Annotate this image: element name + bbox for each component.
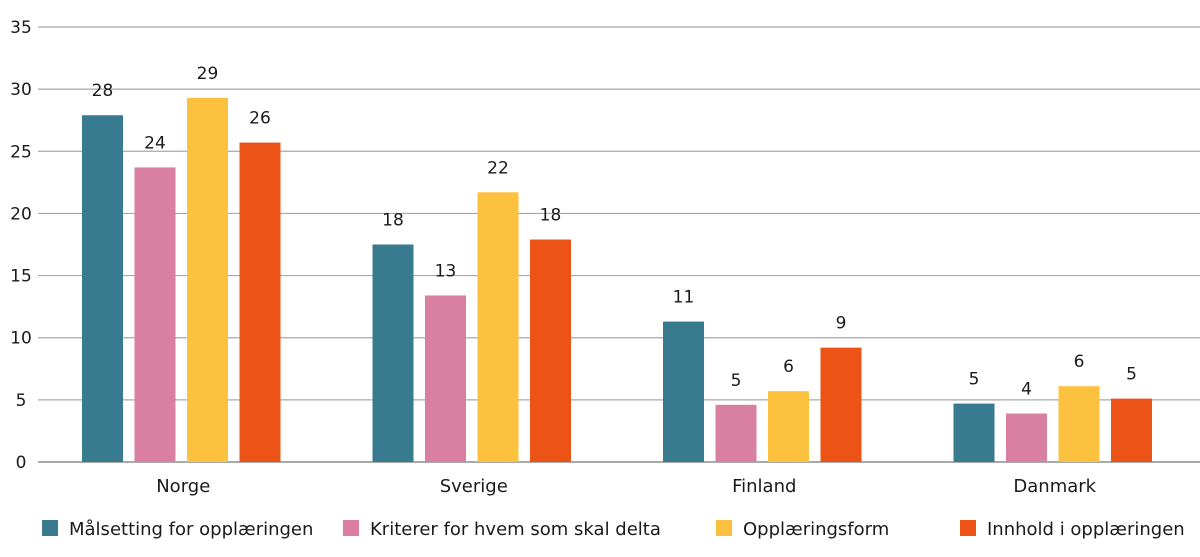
bar [820, 347, 862, 462]
y-tick-label: 20 [10, 204, 32, 224]
y-tick-label: 15 [10, 267, 32, 287]
data-label: 9 [836, 314, 847, 334]
x-category-label: Norge [156, 476, 210, 497]
bar [768, 391, 809, 462]
bar [372, 244, 414, 462]
legend-swatch [960, 520, 976, 536]
data-label: 18 [540, 206, 562, 226]
legend-label: Kriterer for hvem som skal delta [370, 519, 661, 540]
data-label: 5 [1126, 365, 1137, 385]
y-tick-label: 30 [10, 80, 32, 100]
legend-swatch [343, 520, 359, 536]
bar [134, 167, 176, 462]
x-category-label: Finland [732, 476, 796, 497]
bar [82, 115, 123, 462]
legend-label: Innhold i opplæringen [987, 519, 1185, 540]
legend-swatch [42, 520, 58, 536]
y-tick-label: 5 [16, 391, 27, 411]
bar [477, 192, 519, 463]
bar [1058, 386, 1100, 462]
bar [663, 321, 704, 462]
x-category-label: Sverige [440, 476, 508, 497]
data-label: 28 [92, 81, 114, 101]
data-label: 6 [783, 357, 794, 377]
legend-swatch [716, 520, 732, 536]
bar [953, 403, 995, 462]
data-label: 6 [1074, 352, 1085, 372]
data-label: 5 [731, 371, 742, 391]
y-tick-label: 35 [10, 18, 32, 38]
bar [530, 239, 571, 462]
bar [715, 404, 757, 462]
bar [239, 142, 281, 463]
data-label: 22 [487, 158, 509, 178]
bar [187, 97, 228, 462]
y-tick-label: 10 [10, 329, 32, 349]
data-label: 18 [382, 211, 404, 231]
data-label: 5 [969, 370, 980, 390]
bar [1111, 398, 1152, 462]
data-label: 11 [673, 288, 695, 308]
data-label: 4 [1021, 380, 1032, 400]
data-label: 24 [144, 133, 166, 153]
data-label: 13 [435, 261, 457, 281]
bar [1006, 413, 1047, 462]
x-category-label: Danmark [1013, 476, 1096, 497]
y-tick-label: 0 [16, 453, 27, 473]
bar [425, 295, 466, 462]
legend-label: Opplæringsform [743, 519, 889, 540]
data-label: 26 [249, 109, 271, 129]
legend-label: Målsetting for opplæringen [69, 519, 313, 540]
y-tick-label: 25 [10, 142, 32, 162]
data-label: 29 [197, 64, 219, 84]
